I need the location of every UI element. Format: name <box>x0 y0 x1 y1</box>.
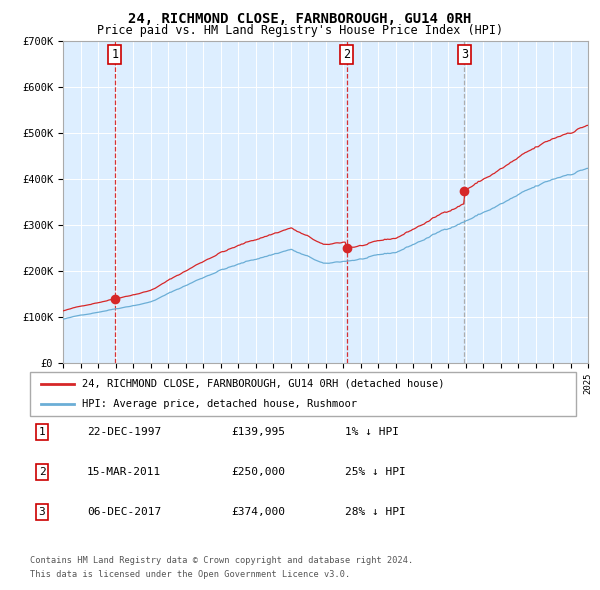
Text: 3: 3 <box>461 48 468 61</box>
Text: 3: 3 <box>38 507 46 517</box>
Text: 25% ↓ HPI: 25% ↓ HPI <box>345 467 406 477</box>
Text: £139,995: £139,995 <box>231 427 285 437</box>
Text: 24, RICHMOND CLOSE, FARNBOROUGH, GU14 0RH (detached house): 24, RICHMOND CLOSE, FARNBOROUGH, GU14 0R… <box>82 379 445 389</box>
Text: Contains HM Land Registry data © Crown copyright and database right 2024.: Contains HM Land Registry data © Crown c… <box>30 556 413 565</box>
Text: £374,000: £374,000 <box>231 507 285 517</box>
Text: 2: 2 <box>343 48 350 61</box>
Text: 15-MAR-2011: 15-MAR-2011 <box>87 467 161 477</box>
Text: 22-DEC-1997: 22-DEC-1997 <box>87 427 161 437</box>
Text: 2: 2 <box>38 467 46 477</box>
Text: This data is licensed under the Open Government Licence v3.0.: This data is licensed under the Open Gov… <box>30 571 350 579</box>
Text: 1% ↓ HPI: 1% ↓ HPI <box>345 427 399 437</box>
Text: 1: 1 <box>112 48 119 61</box>
Text: £250,000: £250,000 <box>231 467 285 477</box>
Text: HPI: Average price, detached house, Rushmoor: HPI: Average price, detached house, Rush… <box>82 399 357 409</box>
Text: 28% ↓ HPI: 28% ↓ HPI <box>345 507 406 517</box>
Text: 24, RICHMOND CLOSE, FARNBOROUGH, GU14 0RH: 24, RICHMOND CLOSE, FARNBOROUGH, GU14 0R… <box>128 12 472 26</box>
Text: Price paid vs. HM Land Registry's House Price Index (HPI): Price paid vs. HM Land Registry's House … <box>97 24 503 37</box>
FancyBboxPatch shape <box>30 372 576 416</box>
Text: 06-DEC-2017: 06-DEC-2017 <box>87 507 161 517</box>
Text: 1: 1 <box>38 427 46 437</box>
